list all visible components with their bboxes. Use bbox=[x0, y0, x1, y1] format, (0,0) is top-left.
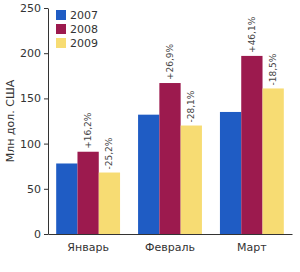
annotation: +46,1% bbox=[247, 16, 257, 53]
tick-label: Февраль bbox=[145, 241, 195, 254]
axis-line bbox=[49, 234, 293, 235]
legend-swatch bbox=[56, 24, 66, 34]
tick-label: Март bbox=[237, 241, 267, 254]
tick: 100 bbox=[20, 138, 48, 151]
tick: Февраль bbox=[145, 234, 195, 254]
x-axis: Январь Февраль Март bbox=[49, 234, 293, 254]
tick: 0 bbox=[34, 228, 48, 241]
tick-label: Январь bbox=[67, 241, 109, 254]
tick: 200 bbox=[20, 47, 48, 60]
tick-label: 50 bbox=[27, 183, 41, 196]
tick-label: 0 bbox=[34, 228, 41, 241]
bar bbox=[159, 83, 180, 234]
annotation: +16,2% bbox=[83, 112, 93, 149]
annotation: -18,5% bbox=[268, 53, 278, 85]
tick-mark bbox=[44, 98, 48, 99]
tick-label: 200 bbox=[20, 47, 41, 60]
axis-line bbox=[48, 9, 49, 235]
tick: 150 bbox=[20, 92, 48, 105]
bar bbox=[181, 126, 202, 234]
legend-label: 2007 bbox=[70, 9, 98, 22]
bar bbox=[99, 173, 120, 234]
legend-label: 2008 bbox=[70, 23, 98, 36]
chart: +16,2% +26,9% +46,1% -25,2% -28,1% -18,5% 0 50 1… bbox=[0, 0, 300, 272]
bar bbox=[56, 163, 77, 234]
annotations: +16,2% +26,9% +46,1% -25,2% -28,1% -18,5% bbox=[83, 16, 278, 169]
annotation: -25,2% bbox=[104, 137, 114, 169]
bar bbox=[241, 56, 262, 234]
legend-label: 2009 bbox=[70, 37, 98, 50]
y-axis: 0 50 100 150 200 250 bbox=[20, 2, 49, 241]
legend-swatch bbox=[56, 10, 66, 20]
legend-item: 2009 bbox=[56, 37, 98, 50]
tick-mark bbox=[44, 144, 48, 145]
tick-label: 150 bbox=[20, 92, 41, 105]
tick-mark bbox=[44, 189, 48, 190]
tick: 50 bbox=[27, 183, 48, 196]
tick-mark bbox=[44, 53, 48, 54]
bars bbox=[56, 56, 284, 234]
legend: 200720082009 bbox=[56, 9, 98, 50]
legend-item: 2008 bbox=[56, 23, 98, 36]
bar bbox=[77, 152, 98, 234]
y-axis-title: Млн дол. США bbox=[4, 79, 17, 162]
tick-mark bbox=[44, 8, 48, 9]
tick: Январь bbox=[67, 234, 109, 254]
tick: Март bbox=[237, 234, 267, 254]
bar bbox=[263, 88, 284, 234]
bar bbox=[220, 112, 241, 234]
tick-mark bbox=[44, 234, 48, 235]
legend-swatch bbox=[56, 38, 66, 48]
tick-label: 250 bbox=[20, 2, 41, 15]
plot: +16,2% +26,9% +46,1% -25,2% -28,1% -18,5% 0 50 1… bbox=[20, 2, 293, 254]
tick: 250 bbox=[20, 2, 48, 15]
legend-item: 2007 bbox=[56, 9, 98, 22]
bar bbox=[138, 115, 159, 234]
tick-label: 100 bbox=[20, 138, 41, 151]
annotation: -28,1% bbox=[186, 90, 196, 122]
annotation: +26,9% bbox=[165, 43, 175, 80]
